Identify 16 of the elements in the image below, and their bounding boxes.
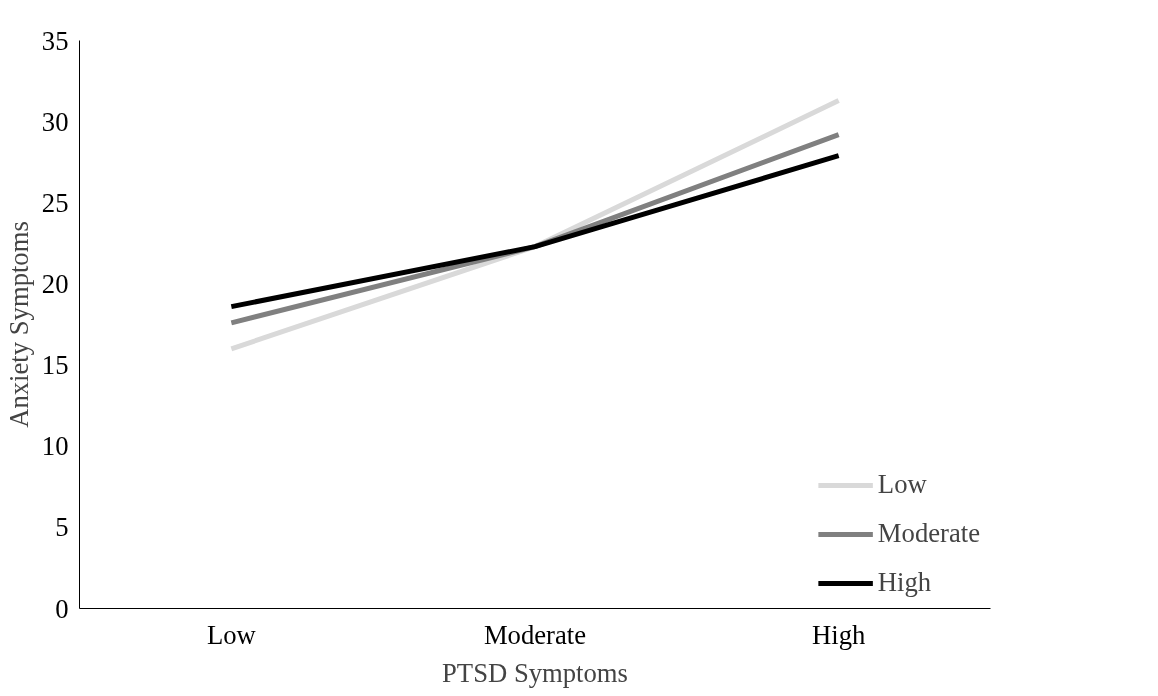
x-tick-label: Moderate (483, 619, 587, 650)
x-tick-label: High (812, 619, 866, 650)
y-axis-title: Anxiety Symptoms (3, 221, 34, 428)
y-tick-label: 30 (41, 106, 69, 137)
y-tick-label: 5 (55, 512, 69, 543)
y-tick-label: 15 (41, 350, 69, 381)
y-tick-label: 20 (41, 268, 69, 299)
y-tick-label: 35 (41, 25, 69, 56)
legend-label: Moderate (877, 518, 980, 549)
x-axis-title: PTSD Symptoms (442, 657, 628, 688)
legend-label: High (877, 567, 932, 598)
y-tick-label: 25 (41, 187, 69, 218)
legend-label: Low (877, 469, 927, 500)
y-tick-label: 0 (55, 593, 69, 624)
x-tick-label: Low (206, 619, 257, 650)
y-tick-label: 10 (41, 431, 69, 462)
